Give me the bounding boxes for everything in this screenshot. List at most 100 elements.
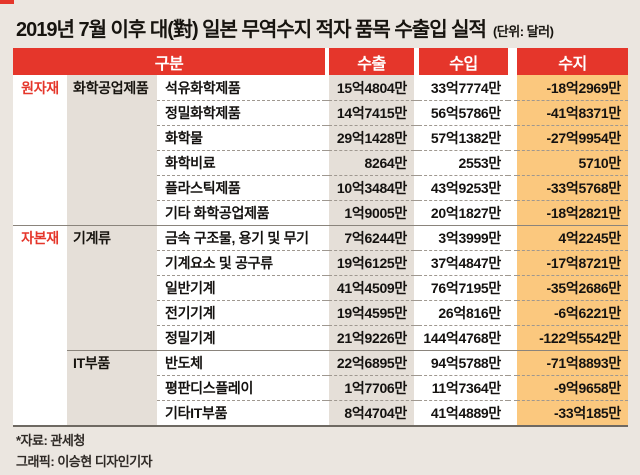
balance-cell: -17억8721만 — [517, 250, 628, 275]
export-cell: 10억3484만 — [329, 175, 414, 200]
item-cell: 화학비료 — [157, 150, 325, 175]
column-gap — [414, 100, 419, 125]
group-cell — [13, 150, 67, 175]
import-cell: 144억4768만 — [419, 325, 508, 350]
column-gap — [508, 175, 517, 200]
group-cell: 원자재 — [13, 75, 67, 100]
column-gap — [414, 125, 419, 150]
import-cell: 33억7774만 — [419, 75, 508, 100]
export-cell: 7억6244만 — [329, 225, 414, 250]
item-cell: 금속 구조물, 용기 및 무기 — [157, 225, 325, 250]
table-row: 전기기계 19억4595만 26억816만 -6억6221만 — [13, 300, 628, 325]
column-gap — [508, 125, 517, 150]
category-cell — [67, 375, 157, 400]
category-cell — [67, 125, 157, 150]
group-cell — [13, 400, 67, 425]
group-cell — [13, 175, 67, 200]
column-gap — [325, 250, 329, 275]
column-gap — [414, 150, 419, 175]
category-cell — [67, 150, 157, 175]
export-cell: 8억4704만 — [329, 400, 414, 425]
column-gap — [414, 75, 419, 100]
header-gap — [325, 48, 329, 75]
balance-cell: -27억9954만 — [517, 125, 628, 150]
balance-cell: -18억2821만 — [517, 200, 628, 225]
column-gap — [508, 250, 517, 275]
column-gap — [414, 325, 419, 350]
footer: *자료: 관세청 그래픽: 이승현 디자인기자 — [16, 430, 153, 472]
balance-cell: -35억2686만 — [517, 275, 628, 300]
column-gap — [508, 300, 517, 325]
column-gap — [414, 300, 419, 325]
column-gap — [508, 225, 517, 250]
balance-cell: -33억5768만 — [517, 175, 628, 200]
category-cell — [67, 300, 157, 325]
export-cell: 22억6895만 — [329, 350, 414, 375]
column-header-export: 수출 — [329, 48, 414, 75]
category-cell — [67, 275, 157, 300]
table-row: 화학물 29억1428만 57억1382만 -27억9954만 — [13, 125, 628, 150]
item-cell: 반도체 — [157, 350, 325, 375]
table-header-row: 구분 수출 수입 수지 — [13, 48, 628, 75]
column-header-import: 수입 — [419, 48, 508, 75]
group-cell — [13, 350, 67, 375]
page-title: 2019년 7월 이후 대(對) 일본 무역수지 적자 품목 수출입 실적 — [16, 19, 487, 41]
import-cell: 43억9253만 — [419, 175, 508, 200]
import-cell: 56억5786만 — [419, 100, 508, 125]
group-cell — [13, 275, 67, 300]
header-gap — [508, 48, 517, 75]
import-cell: 41억4889만 — [419, 400, 508, 425]
column-gap — [325, 300, 329, 325]
column-gap — [414, 200, 419, 225]
column-gap — [325, 200, 329, 225]
table-row: 기계요소 및 공구류 19억6125만 37억4847만 -17억8721만 — [13, 250, 628, 275]
column-gap — [325, 125, 329, 150]
column-gap — [325, 100, 329, 125]
credit-note: 그래픽: 이승현 디자인기자 — [16, 454, 153, 469]
source-note: *자료: 관세청 — [16, 433, 85, 448]
column-gap — [325, 275, 329, 300]
group-cell: 자본재 — [13, 225, 67, 250]
column-gap — [508, 100, 517, 125]
export-cell: 41억4509만 — [329, 275, 414, 300]
category-cell — [67, 400, 157, 425]
table-row: 기타 화학공업제품 1억9005만 20억1827만 -18억2821만 — [13, 200, 628, 225]
balance-cell: -9억9658만 — [517, 375, 628, 400]
column-gap — [508, 75, 517, 100]
column-gap — [414, 375, 419, 400]
column-gap — [508, 325, 517, 350]
category-cell — [67, 250, 157, 275]
export-cell: 15억4804만 — [329, 75, 414, 100]
group-cell — [13, 100, 67, 125]
balance-cell: -6억6221만 — [517, 300, 628, 325]
export-cell: 19억6125만 — [329, 250, 414, 275]
table-body: 원자재 화학공업제품 석유화학제품 15억4804만 33억7774만 -18억2969만… — [13, 75, 628, 425]
group-cell — [13, 250, 67, 275]
balance-cell: -33억185만 — [517, 400, 628, 425]
table-row: 평판디스플레이 1억7706만 11억7364만 -9억9658만 — [13, 375, 628, 400]
column-gap — [508, 350, 517, 375]
item-cell: 석유화학제품 — [157, 75, 325, 100]
balance-cell: -71억8893만 — [517, 350, 628, 375]
column-gap — [325, 225, 329, 250]
column-gap — [325, 375, 329, 400]
balance-cell: -122억5542만 — [517, 325, 628, 350]
item-cell: 화학물 — [157, 125, 325, 150]
column-gap — [325, 350, 329, 375]
column-gap — [508, 400, 517, 425]
column-gap — [414, 350, 419, 375]
item-cell: 플라스틱제품 — [157, 175, 325, 200]
item-cell: 기타 화학공업제품 — [157, 200, 325, 225]
export-cell: 21억9226만 — [329, 325, 414, 350]
table-row: 기타IT부품 8억4704만 41억4889만 -33억185만 — [13, 400, 628, 425]
balance-cell: -18억2969만 — [517, 75, 628, 100]
title-row: 2019년 7월 이후 대(對) 일본 무역수지 적자 품목 수출입 실적 (단위… — [16, 13, 632, 42]
category-cell — [67, 175, 157, 200]
export-cell: 1억7706만 — [329, 375, 414, 400]
item-cell: 정밀기계 — [157, 325, 325, 350]
trade-table: 구분 수출 수입 수지 원자재 화학공업제품 석유화학제품 15억4804만 33억77… — [13, 48, 628, 427]
item-cell: 일반기계 — [157, 275, 325, 300]
table-row: 원자재 화학공업제품 석유화학제품 15억4804만 33억7774만 -18억2969만 — [13, 75, 628, 100]
import-cell: 57억1382만 — [419, 125, 508, 150]
export-cell: 1억9005만 — [329, 200, 414, 225]
